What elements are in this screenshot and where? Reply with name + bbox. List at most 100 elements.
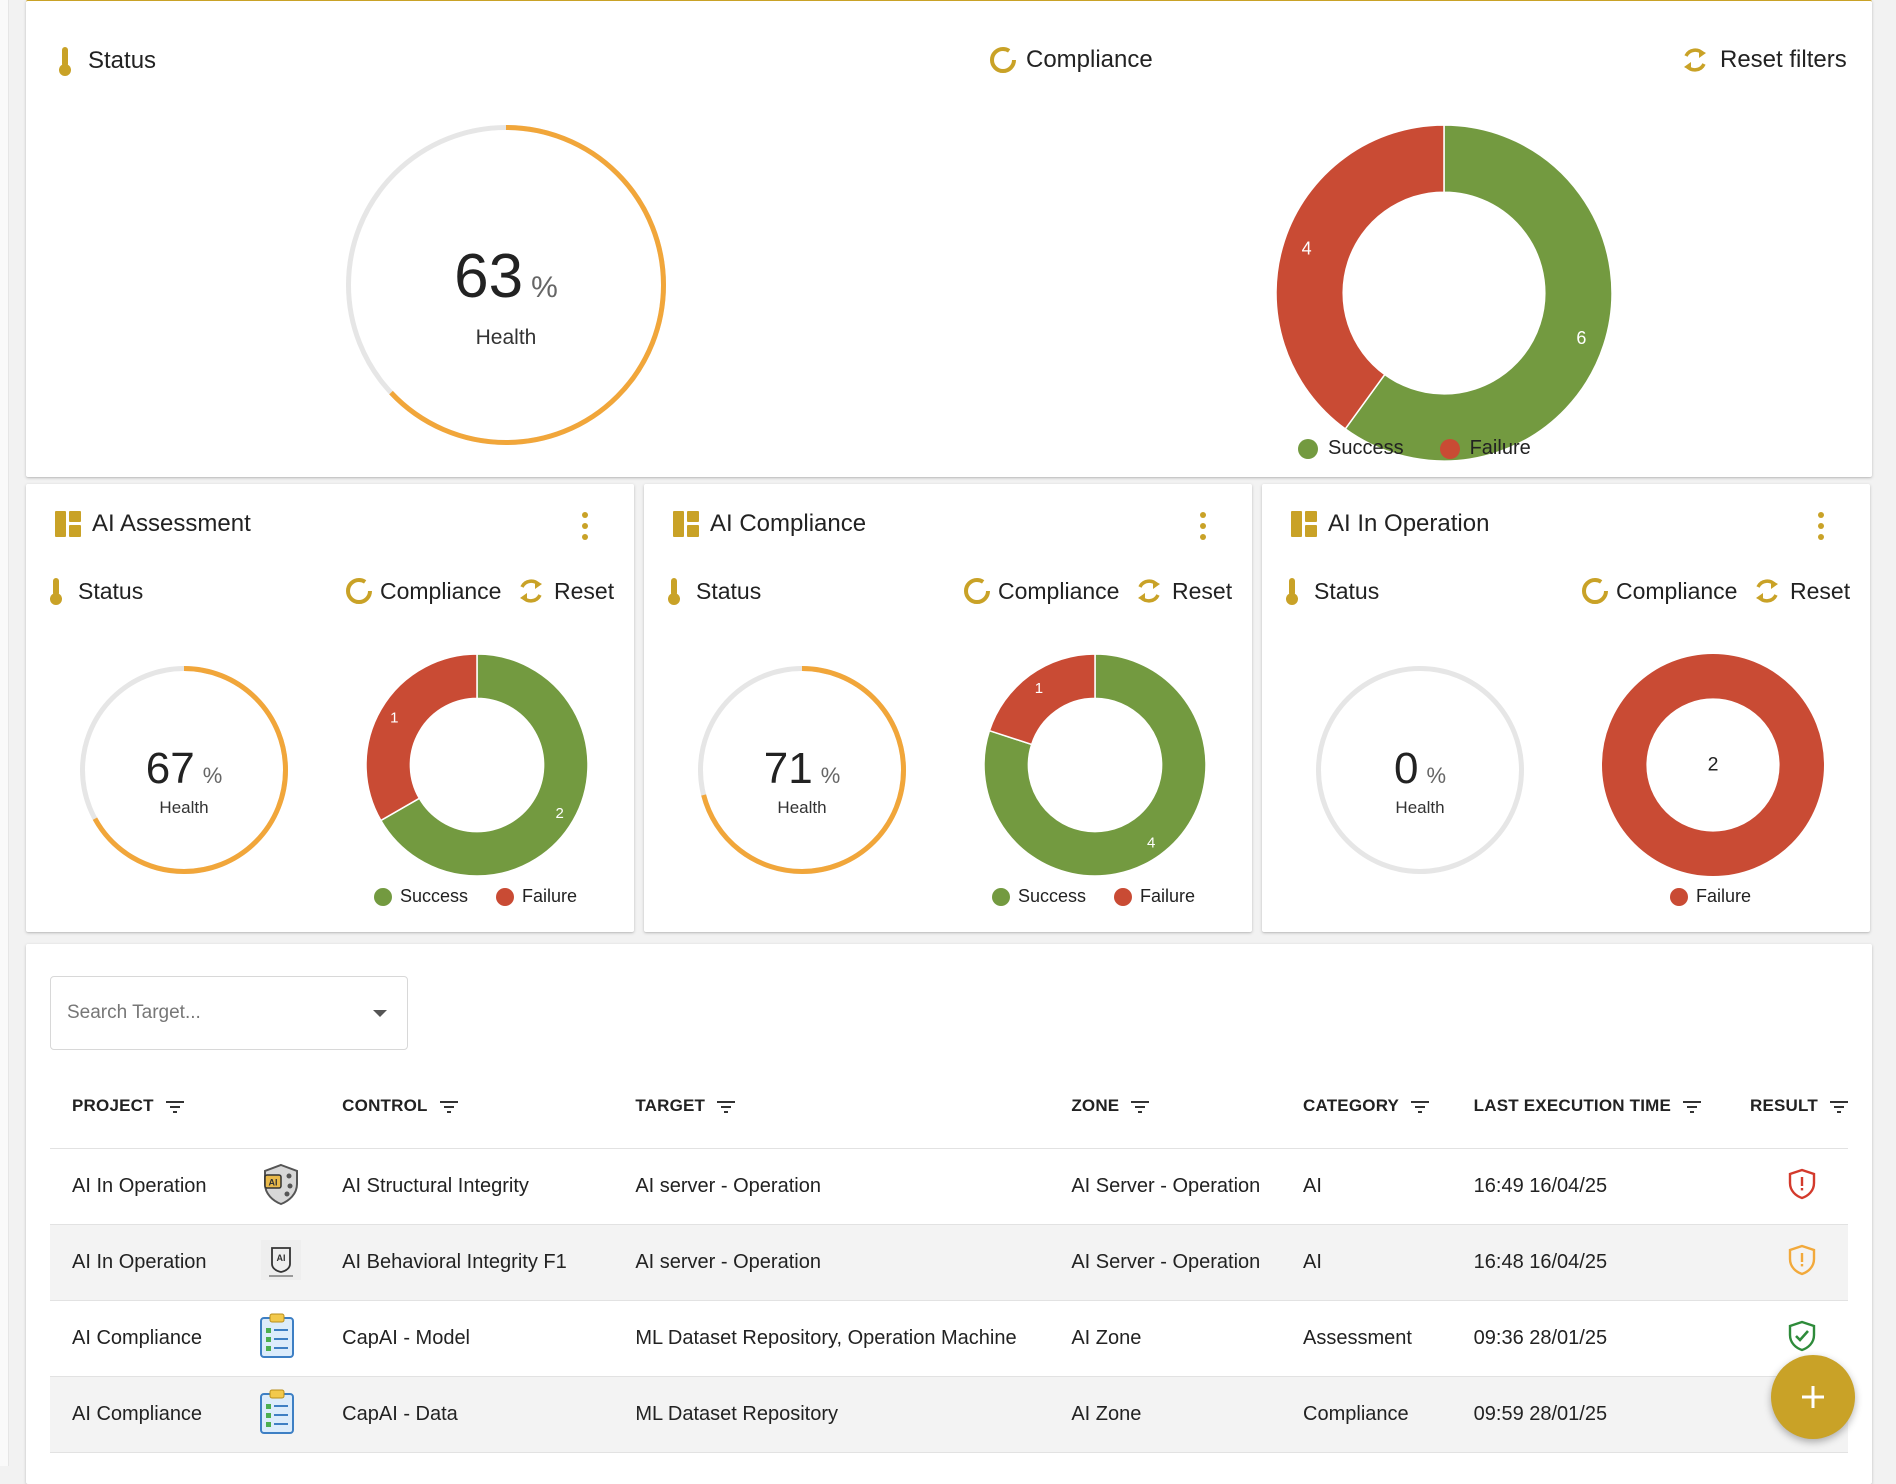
cell-control-icon: AI [219,1224,321,1301]
result-success-icon[interactable] [1786,1320,1818,1352]
cell-zone: AI Zone [1049,1376,1282,1453]
search-target-placeholder: Search Target... [67,1002,201,1023]
cell-category: Compliance [1281,1376,1452,1453]
column-header[interactable]: LAST EXECUTION TIME [1451,1064,1728,1149]
filter-icon[interactable] [439,1100,458,1114]
column-header[interactable]: RESULT [1727,1064,1848,1149]
column-header-label: TARGET [635,1096,706,1115]
success-dot [1298,438,1318,459]
donut-slice-success[interactable] [983,653,1207,877]
donut-slice-failure[interactable] [988,653,1096,746]
cell-last-execution-time: 09:59 28/01/25 [1451,1376,1728,1453]
filter-icon[interactable] [717,1100,736,1114]
controls-table-card: Search Target... PROJECT CONTROL TARGET ZON… [26,944,1872,1484]
health-gauge: 71% Health [696,664,908,876]
table-header-row: PROJECT CONTROL TARGET ZONE CATEGORY LAST EXE… [50,1064,1848,1149]
compliance-header: Compliance [962,576,1119,606]
compliance-header: Compliance [988,45,1153,75]
cell-result [1727,1224,1848,1301]
status-label: Status [88,47,157,74]
status-header: Status [48,576,143,606]
compliance-header: Compliance [1580,576,1737,606]
compliance-label: Compliance [1616,577,1738,604]
thermometer-icon [668,578,680,605]
filter-icon[interactable] [1829,1100,1848,1114]
search-target-select[interactable]: Search Target... [50,976,408,1050]
legend-success[interactable]: Success [1328,437,1404,459]
reset-filters-button[interactable]: Reset filters [1680,45,1847,75]
column-header[interactable]: PROJECT [50,1064,220,1149]
legend-success[interactable]: Success [400,886,469,906]
donut-label-success: 4 [1147,834,1155,851]
reset-label: Reset [1172,577,1233,604]
column-header[interactable]: CONTROL [320,1064,614,1149]
health-label: Health [777,798,827,817]
legend-failure[interactable]: Failure [1140,886,1196,906]
column-header[interactable]: TARGET [613,1064,1050,1149]
compliance-donut: 2 [1600,652,1826,878]
cell-last-execution-time: 09:36 28/01/25 [1451,1300,1728,1377]
cell-category: AI [1281,1148,1452,1225]
ai-shield-icon: AI [264,1163,299,1205]
result-failure-icon[interactable] [1786,1168,1818,1200]
compliance-legend: Success Failure [1298,437,1531,460]
column-header[interactable]: CATEGORY [1281,1064,1452,1149]
donut-icon [346,578,372,604]
table-row[interactable]: AI In Operation AI AI Structural Integri… [50,1148,1848,1225]
reset-button[interactable]: Reset [1752,576,1870,606]
legend-failure[interactable]: Failure [1469,437,1531,459]
add-button[interactable] [1771,1355,1855,1439]
donut-slice-failure[interactable] [365,653,478,822]
donut-label-failure: 4 [1302,239,1312,259]
controls-table: PROJECT CONTROL TARGET ZONE CATEGORY LAST EXE… [50,1064,1848,1453]
reset-button[interactable]: Reset [1134,576,1252,606]
table-row[interactable]: AI Compliance CapAI - Data ML Dataset Re… [50,1376,1848,1453]
cell-project: AI In Operation [50,1148,220,1225]
column-header[interactable]: ZONE [1049,1064,1282,1149]
health-value: 67 [145,744,195,793]
legend-failure[interactable]: Failure [1696,886,1752,906]
donut-slice-failure[interactable] [1275,124,1445,430]
column-header-label: CONTROL [342,1096,428,1115]
donut-slice-success[interactable] [379,653,589,877]
more-menu-icon[interactable] [582,512,588,540]
cell-zone: AI Server - Operation [1049,1224,1282,1301]
left-edge [0,0,9,1466]
column-header-label: ZONE [1071,1096,1120,1115]
project-title[interactable]: AI Compliance [672,510,866,538]
legend-failure[interactable]: Failure [522,886,578,906]
cell-control-icon [219,1376,321,1453]
gauge-fill [346,125,666,445]
health-unit: % [531,271,558,304]
more-menu-icon[interactable] [1818,512,1824,540]
donut-label-success: 6 [1576,328,1586,348]
reset-button[interactable]: Reset [516,576,634,606]
legend-success[interactable]: Success [1018,886,1087,906]
table-row[interactable]: AI In Operation AI AI Behavioral Integri… [50,1224,1848,1301]
health-gauge-ring [698,666,906,874]
donut-slice-success[interactable] [1344,124,1613,462]
checklist-icon [260,1389,295,1434]
table-row[interactable]: AI Compliance CapAI - Model ML Dataset R… [50,1300,1848,1377]
donut-icon [964,578,990,604]
table-body: AI In Operation AI AI Structural Integri… [50,1148,1848,1453]
filter-icon[interactable] [1683,1100,1702,1114]
compliance-header: Compliance [344,576,501,606]
gauge-fill [80,666,288,874]
compliance-donut-chart: 64 [1275,124,1613,462]
donut-icon [990,47,1016,73]
compliance-label: Compliance [1026,46,1153,73]
filter-icon[interactable] [1131,1100,1150,1114]
refresh-icon [1756,579,1778,603]
project-title[interactable]: AI In Operation [1290,510,1489,538]
filter-icon[interactable] [165,1100,184,1114]
more-menu-icon[interactable] [1200,512,1206,540]
checklist-icon [260,1313,295,1358]
result-warning-icon[interactable] [1786,1244,1818,1276]
project-title[interactable]: AI Assessment [54,510,251,538]
filter-icon[interactable] [1411,1100,1430,1114]
success-dot [992,887,1010,906]
header-icon-col [219,1064,321,1149]
donut-slice-failure[interactable] [1601,653,1825,877]
